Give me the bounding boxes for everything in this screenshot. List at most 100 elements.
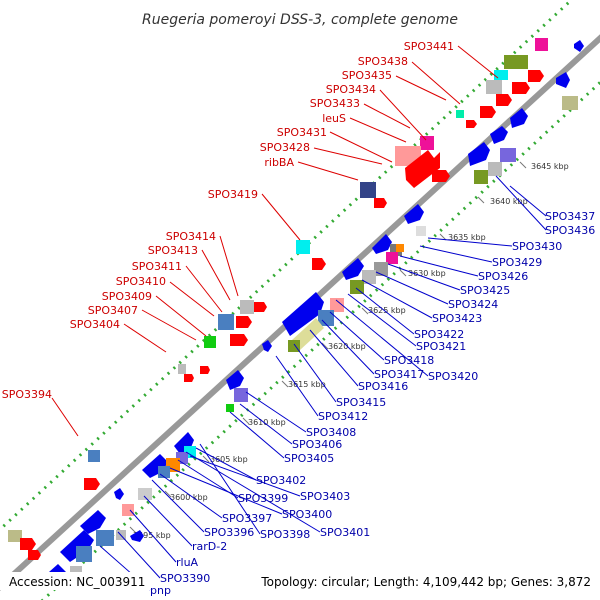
tick-label: 3640 kbp [490, 197, 528, 206]
callout-line [509, 185, 547, 217]
map-title: Ruegeria pomeroyi DSS-3, complete genome [142, 12, 458, 28]
gene-box [88, 450, 100, 462]
tick-label: 3635 kbp [448, 233, 486, 242]
gene-label[interactable]: SPO3430 [512, 240, 562, 253]
gene-arrow [490, 126, 508, 144]
gene-box [296, 240, 310, 254]
gene-box [494, 70, 508, 80]
tick-mark [361, 307, 369, 315]
gene-label[interactable]: rarD-2 [192, 540, 227, 553]
gene-label[interactable]: pnp [150, 584, 171, 597]
gene-label[interactable]: SPO3441 [404, 40, 454, 53]
tick-label: 3595 kbp [133, 531, 171, 540]
scale-tick-labels: 3595 kbp 3600 kbp 3605 kbp 3610 kbp 3615… [133, 162, 569, 540]
gene-label[interactable]: SPO3424 [448, 298, 498, 311]
callout-line [229, 411, 285, 459]
footer-summary-bg [256, 572, 600, 590]
callout-line [419, 245, 493, 263]
callout-line [117, 531, 161, 579]
gene-label[interactable]: SPO3418 [384, 354, 434, 367]
gene-label[interactable]: SPO3410 [116, 275, 166, 288]
gene-label[interactable]: SPO3394 [2, 388, 52, 401]
gene-label[interactable]: SPO3390 [160, 572, 210, 585]
gene-arrow [226, 370, 244, 390]
gene-label[interactable]: SPO3398 [260, 528, 310, 541]
gene-label[interactable]: SPO3433 [310, 97, 360, 110]
gene-label[interactable]: SPO3397 [222, 512, 272, 525]
gene-label[interactable]: SPO3414 [166, 230, 216, 243]
tick-mark [281, 380, 289, 388]
callout-line [363, 103, 411, 129]
gene-label[interactable]: SPO3426 [478, 270, 528, 283]
gene-label[interactable]: SPO3423 [432, 312, 482, 325]
gene-arrow [84, 478, 100, 490]
gene-box [535, 38, 548, 51]
callout-line [347, 293, 417, 347]
gene-label[interactable]: SPO3412 [318, 410, 368, 423]
gene-label[interactable]: SPO3428 [260, 141, 310, 154]
gene-label[interactable]: leuS [322, 112, 346, 125]
gene-arrow [114, 488, 124, 500]
gene-box [396, 244, 404, 252]
gene-arrow [200, 366, 210, 374]
gene-label[interactable]: SPO3416 [358, 380, 408, 393]
gene-box [486, 80, 502, 94]
gene-label[interactable]: SPO3419 [208, 188, 258, 201]
gene-arrow [512, 82, 530, 94]
gene-arrow [28, 550, 41, 560]
gene-label[interactable]: SPO3422 [414, 328, 464, 341]
gene-label[interactable]: SPO3421 [416, 340, 466, 353]
gene-label[interactable]: SPO3400 [282, 508, 332, 521]
gene-label[interactable]: SPO3405 [284, 452, 334, 465]
callout-line [189, 455, 301, 497]
callout-line [129, 509, 177, 563]
gene-label[interactable]: SPO3425 [460, 284, 510, 297]
gene-label[interactable]: SPO3396 [204, 526, 254, 539]
callout-line [199, 443, 261, 535]
forward-genes [8, 38, 548, 560]
tick-mark [202, 455, 210, 463]
gene-label[interactable]: SPO3409 [102, 290, 152, 303]
gene-label[interactable]: SPO3411 [132, 260, 182, 273]
gene-arrow [556, 72, 570, 88]
gene-box [138, 488, 152, 500]
tick-label: 3615 kbp [288, 380, 326, 389]
gene-box [122, 504, 134, 516]
gene-label[interactable]: SPO3413 [148, 244, 198, 257]
gene-box [420, 136, 434, 150]
gene-label[interactable]: ribBA [264, 156, 294, 169]
gene-box [330, 298, 344, 312]
tick-mark [129, 526, 137, 534]
gene-label[interactable]: SPO3435 [342, 69, 392, 82]
gene-box [416, 226, 426, 236]
gene-label[interactable]: SPO3420 [428, 370, 478, 383]
gene-label[interactable]: SPO3434 [326, 83, 376, 96]
gene-label[interactable]: SPO3417 [374, 368, 424, 381]
gene-arrow [404, 204, 424, 224]
gene-label[interactable]: SPO3431 [277, 126, 327, 139]
gene-label[interactable]: SPO3408 [306, 426, 356, 439]
gene-label[interactable]: SPO3436 [545, 224, 595, 237]
genome-summary-text: Topology: circular; Length: 4,109,442 bp… [260, 575, 591, 589]
gene-label[interactable]: SPO3402 [256, 474, 306, 487]
gene-arrow [372, 234, 392, 254]
gene-label[interactable]: rluA [176, 556, 199, 569]
gene-label[interactable]: SPO3403 [300, 490, 350, 503]
gene-label[interactable]: SPO3399 [238, 492, 288, 505]
gene-label[interactable]: SPO3429 [492, 256, 542, 269]
gene-label[interactable]: SPO3401 [320, 526, 370, 539]
gene-arrow [184, 374, 194, 382]
gene-box [318, 310, 334, 326]
gene-arrow [230, 334, 248, 346]
callout-line [321, 319, 375, 375]
gene-label[interactable]: SPO3438 [358, 55, 408, 68]
gene-label[interactable]: SPO3404 [70, 318, 120, 331]
gene-box [288, 340, 300, 352]
callout-line [169, 467, 283, 515]
tick-label: 3645 kbp [531, 162, 569, 171]
gene-label[interactable]: SPO3437 [545, 210, 595, 223]
callout-line [349, 117, 407, 143]
gene-label[interactable]: SPO3407 [88, 304, 138, 317]
gene-label[interactable]: SPO3415 [336, 396, 386, 409]
gene-label[interactable]: SPO3406 [292, 438, 342, 451]
